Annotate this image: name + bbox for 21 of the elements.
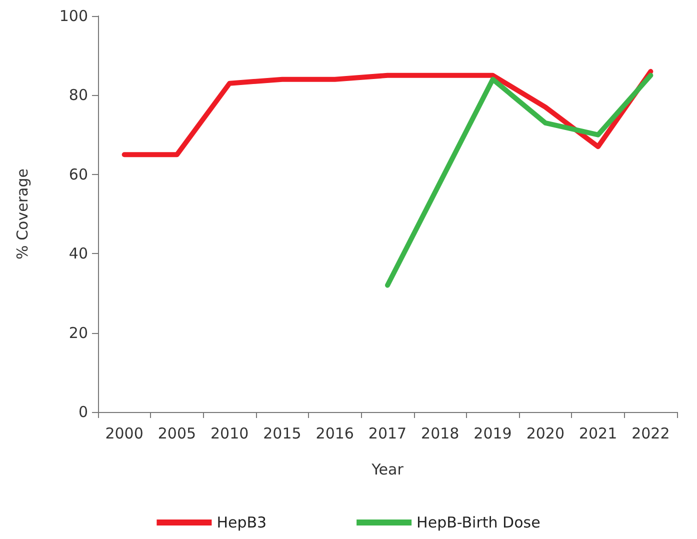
x-tick-label: 2000	[105, 424, 144, 442]
x-tick-label: 2017	[368, 424, 407, 442]
x-tick-label: 2022	[632, 424, 670, 442]
x-tick-label: 2021	[578, 424, 618, 442]
y-tick-label: 20	[68, 324, 88, 342]
y-tick-label: 60	[68, 165, 88, 184]
x-tick-label: 2010	[210, 424, 249, 442]
y-axis-title: % Coverage	[14, 168, 32, 260]
y-tick-label: 100	[59, 7, 88, 25]
x-tick-label: 2018	[421, 424, 460, 442]
y-tick-label: 40	[68, 244, 88, 263]
x-tick-label: 2015	[263, 424, 302, 442]
x-axis-title: Year	[370, 460, 404, 478]
x-tick-label: 2020	[526, 424, 565, 442]
x-tick-label: 2016	[316, 424, 354, 442]
legend-label: HepB3	[216, 514, 267, 532]
x-tick-label: 2019	[474, 424, 512, 442]
y-tick-label: 0	[78, 403, 88, 421]
x-tick-label: 2005	[158, 424, 196, 442]
legend-label: HepB-Birth Dose	[416, 514, 540, 532]
y-tick-label: 80	[68, 86, 88, 104]
